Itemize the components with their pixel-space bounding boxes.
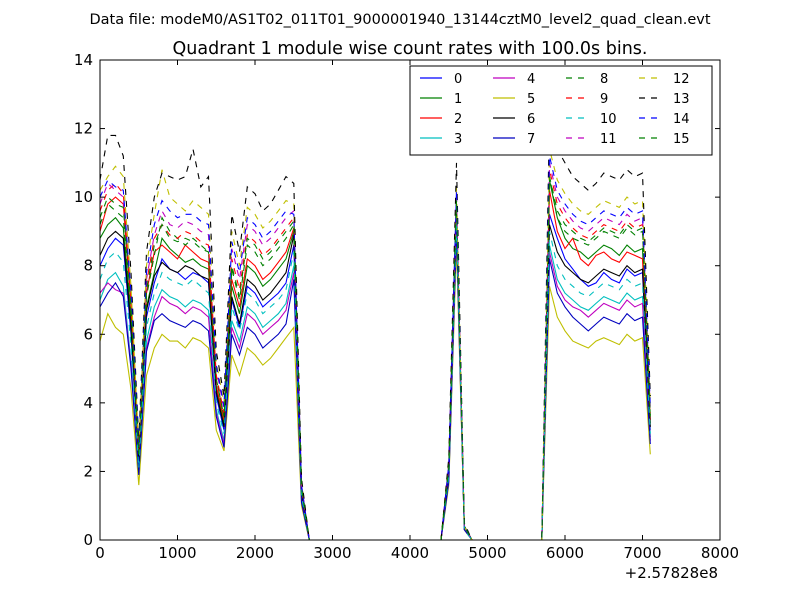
x-tick-label: 0 (95, 544, 105, 562)
legend-label-2: 2 (454, 112, 462, 127)
y-tick-label: 2 (83, 462, 93, 480)
x-tick-label: 3000 (313, 544, 351, 562)
plot-frame (99, 59, 721, 541)
legend-label-0: 0 (454, 72, 462, 87)
series-line-13 (99, 114, 651, 541)
series-line-12 (99, 148, 651, 541)
x-tick-label: 8000 (701, 544, 739, 562)
series-layer (99, 114, 651, 541)
legend-label-15: 15 (673, 132, 690, 147)
x-tick-label: 1000 (158, 544, 196, 562)
legend-box (409, 65, 713, 156)
series-line-11 (99, 162, 651, 541)
legend-label-8: 8 (600, 72, 608, 87)
series-line-3 (99, 224, 651, 541)
chart-title: Quadrant 1 module wise count rates with … (173, 39, 648, 59)
legend-label-5: 5 (527, 92, 535, 107)
x-tick-label: 7000 (623, 544, 661, 562)
data-file-title: Data file: modeM0/AS1T02_011T01_90000019… (89, 12, 710, 28)
legend-label-6: 6 (527, 112, 535, 127)
y-tick-label: 14 (74, 51, 93, 69)
series-line-5 (99, 245, 651, 541)
y-tick-label: 0 (83, 531, 93, 549)
x-offset-label: +2.57828e8 (625, 564, 718, 582)
y-tick-label: 6 (83, 325, 93, 343)
legend-label-14: 14 (673, 112, 690, 127)
series-line-10 (99, 221, 651, 541)
y-tick-label: 4 (83, 394, 93, 412)
series-line-14 (99, 155, 651, 541)
series-line-0 (99, 214, 651, 541)
legend-label-13: 13 (673, 92, 690, 107)
legend-label-3: 3 (454, 132, 462, 147)
x-tick-label: 2000 (236, 544, 274, 562)
series-line-15 (99, 176, 651, 541)
legend-label-7: 7 (527, 132, 535, 147)
legend-label-1: 1 (454, 92, 462, 107)
x-tick-label: 4000 (391, 544, 429, 562)
ticks-layer: 0 1000 2000 3000 4000 5000 6000 7000 80000246810… (74, 51, 739, 562)
legend-label-9: 9 (600, 92, 608, 107)
y-tick-label: 8 (83, 257, 93, 275)
y-tick-label: 10 (74, 188, 93, 206)
legend-label-12: 12 (673, 72, 690, 87)
legend-label-11: 11 (600, 132, 617, 147)
y-tick-label: 12 (74, 120, 93, 138)
legend-label-4: 4 (527, 72, 535, 87)
series-line-8 (99, 176, 651, 541)
series-line-9 (99, 169, 651, 541)
x-tick-label: 6000 (546, 544, 584, 562)
x-tick-label: 5000 (468, 544, 506, 562)
legend-label-10: 10 (600, 112, 617, 127)
